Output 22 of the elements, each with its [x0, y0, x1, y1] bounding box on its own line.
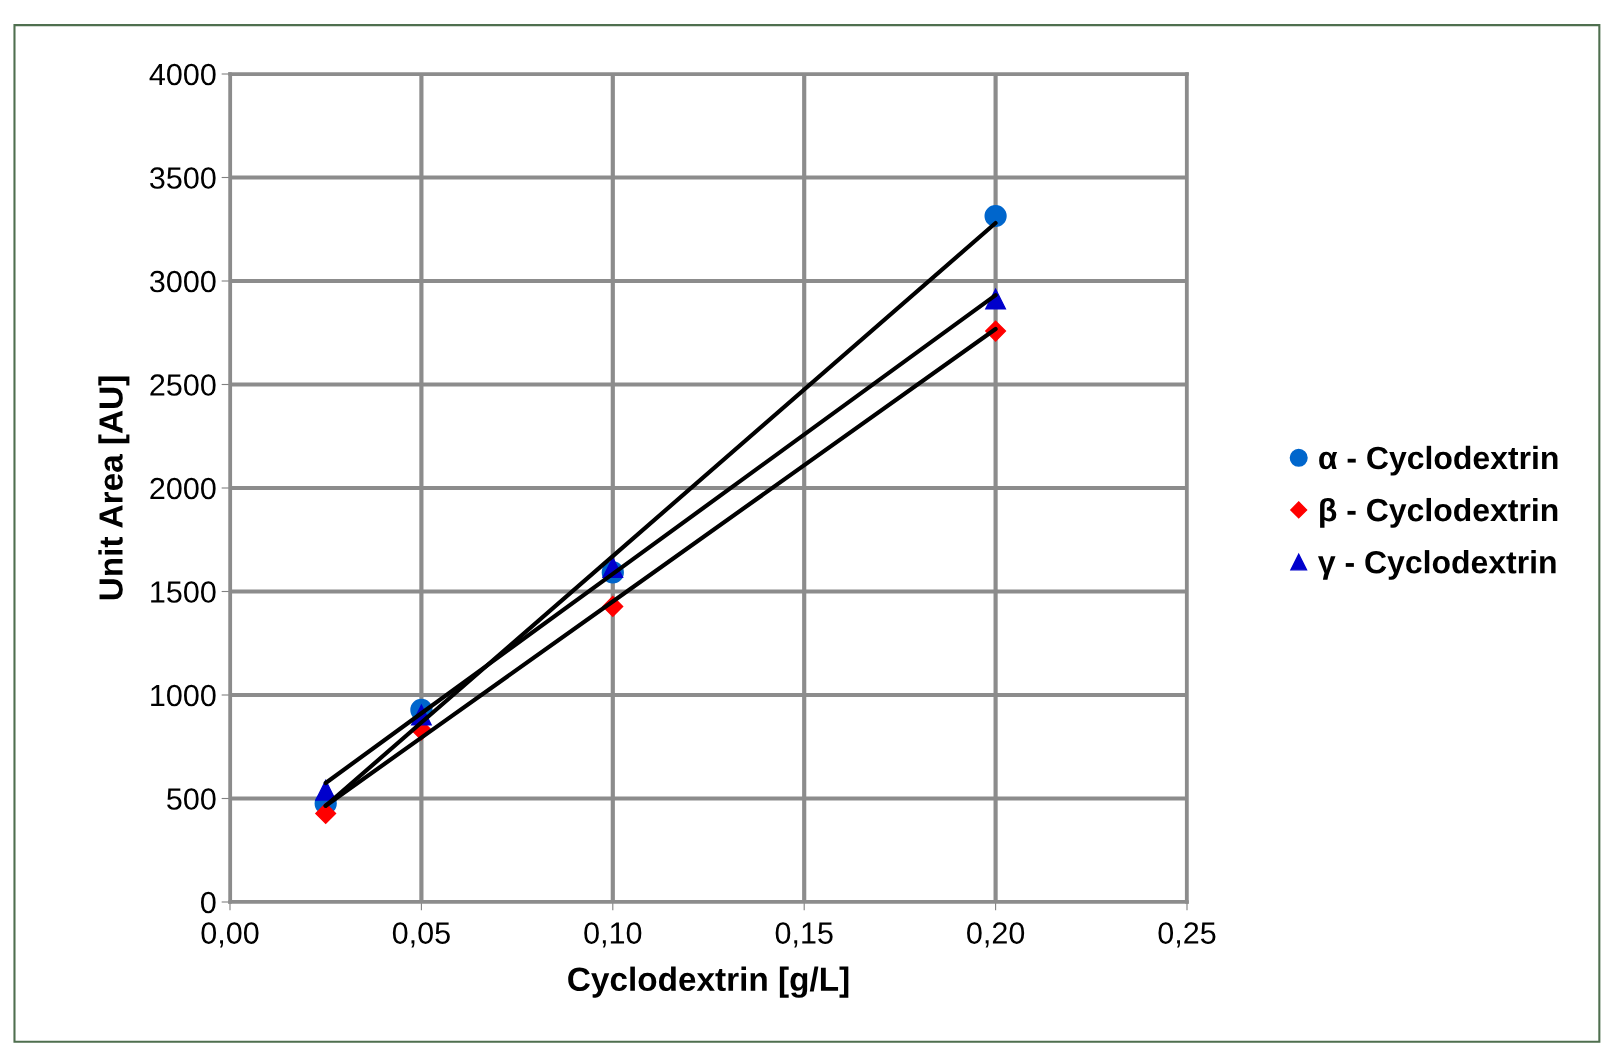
x-tick-label: 0,05 — [392, 922, 450, 948]
x-tick-label: 0,10 — [584, 922, 642, 948]
y-tick-label: 0 — [201, 891, 216, 914]
point — [984, 204, 1007, 228]
y-tick-label: 3500 — [150, 167, 216, 189]
x-axis-title: Cyclodextrin [g/L] — [568, 966, 849, 998]
y-tick-label: 500 — [167, 788, 216, 810]
x-tick-label: 0,15 — [775, 922, 833, 948]
x-tick-label: 0,00 — [201, 922, 259, 948]
y-tick-label: 1000 — [151, 684, 216, 707]
point — [315, 802, 337, 824]
legend-label: β - Cyclodextrin — [1320, 497, 1558, 528]
x-tick-label: 0,25 — [1158, 922, 1216, 948]
y-axis-title: Unit Area [AU] — [98, 376, 130, 600]
x-tick-label: 0,20 — [967, 922, 1025, 948]
y-tick-label: 3000 — [150, 270, 216, 293]
legend-label: α - Cyclodextrin — [1319, 445, 1558, 476]
y-tick-label: 2500 — [150, 374, 216, 396]
y-tick-label: 2000 — [150, 477, 216, 500]
legend-label: γ - Cyclodextrin — [1318, 550, 1556, 580]
y-tick-label: 1500 — [151, 581, 216, 603]
y-tick-label: 4000 — [149, 63, 216, 86]
